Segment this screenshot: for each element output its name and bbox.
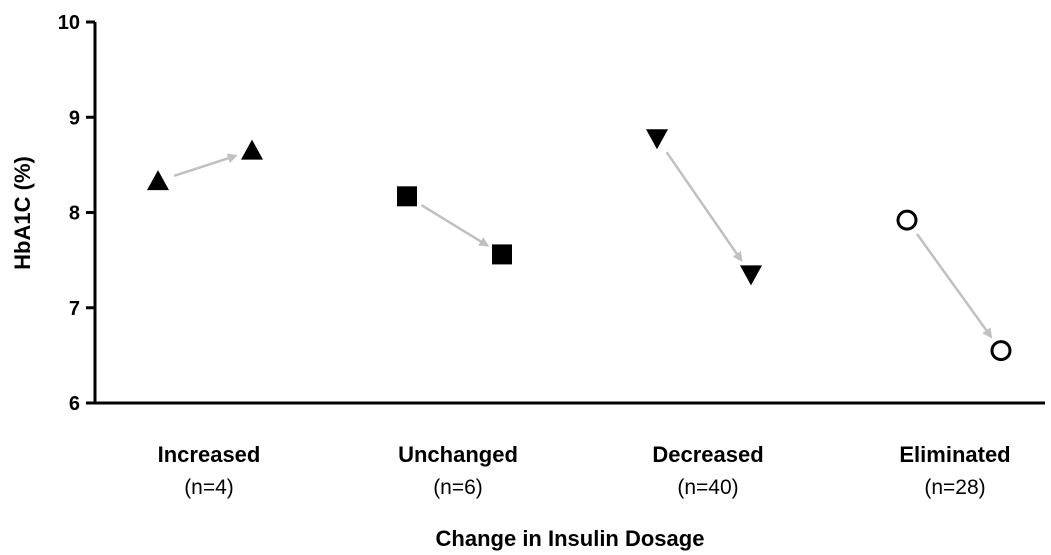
data-point-before xyxy=(646,129,668,150)
y-tick-label: 6 xyxy=(69,393,80,415)
category-label: Decreased xyxy=(652,442,763,467)
data-point-before xyxy=(896,209,918,231)
data-point-after xyxy=(241,139,263,160)
y-tick-label: 10 xyxy=(58,12,80,34)
data-point-before xyxy=(397,186,417,207)
y-axis: 6 7 8 9 10 xyxy=(58,12,97,415)
change-arrow xyxy=(420,204,490,247)
category-n-label: (n=4) xyxy=(184,476,234,499)
category-label: Unchanged xyxy=(398,442,518,467)
data-point-after xyxy=(990,340,1012,362)
x-axis-title: Change in Insulin Dosage xyxy=(436,526,705,551)
y-tick-label: 8 xyxy=(69,203,80,225)
category-n-label: (n=6) xyxy=(433,476,483,499)
change-arrow xyxy=(665,151,743,263)
y-tick-label: 7 xyxy=(69,298,80,320)
y-tick-label: 9 xyxy=(69,107,80,129)
category-n-label: (n=28) xyxy=(924,476,985,499)
category-label: Increased xyxy=(158,442,261,467)
data-point-before xyxy=(147,170,169,191)
change-arrow xyxy=(173,153,238,178)
category-label: Eliminated xyxy=(899,442,1010,467)
change-arrow xyxy=(915,233,993,339)
data-point-after xyxy=(740,265,762,286)
y-axis-title: HbA1C (%) xyxy=(10,156,35,270)
data-point-after xyxy=(492,244,512,265)
category-n-label: (n=40) xyxy=(677,476,738,499)
